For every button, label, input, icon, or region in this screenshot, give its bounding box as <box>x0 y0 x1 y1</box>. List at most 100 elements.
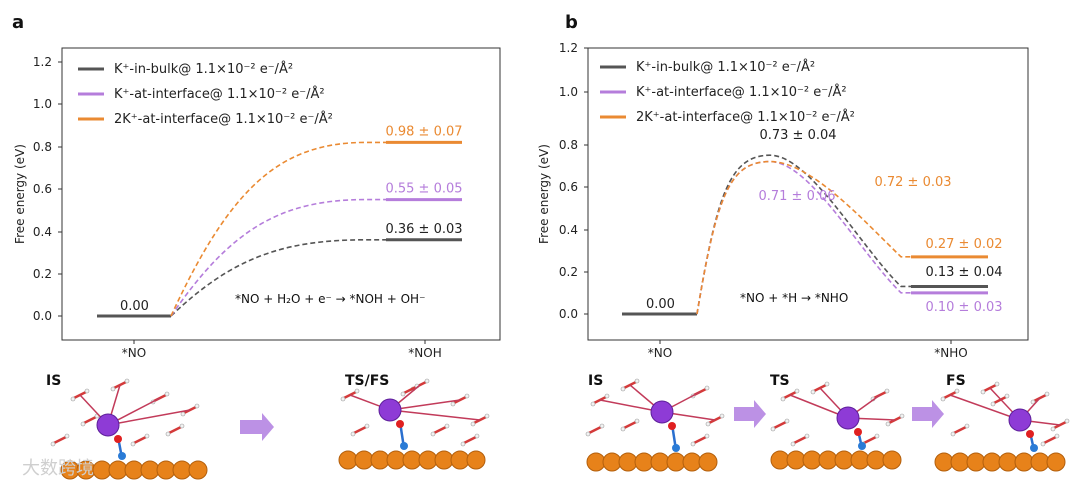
k-o-bond <box>389 399 461 411</box>
water-molecule <box>168 425 182 435</box>
series-curve <box>696 160 911 315</box>
cu-atom <box>338 450 358 470</box>
water-molecule <box>693 435 707 445</box>
k-ion <box>378 398 402 422</box>
panel-a-equation: *NO + H₂O + e⁻ → *NOH + OH⁻ <box>235 292 425 306</box>
water-molecule <box>993 395 1007 405</box>
h-atom <box>804 433 810 439</box>
h-atom <box>620 426 626 432</box>
h-atom <box>350 431 356 437</box>
panel-b-legend: K⁺-in-bulk@ 1.1×10⁻² e⁻/Å² K⁺-at-interfa… <box>600 59 855 125</box>
h-atom <box>690 441 696 447</box>
cu-atom <box>634 452 654 472</box>
panel-b-yticks: 0.0 0.2 0.4 0.6 0.8 1.0 1.2 <box>559 41 588 321</box>
h-atom <box>484 413 490 419</box>
cu-atom <box>786 450 806 470</box>
cu-atom <box>140 460 160 480</box>
panel-b-label: b <box>565 12 578 33</box>
panel-b-marks: 0.73 ± 0.04 0.71 ± 0.06 0.72 ± 0.03 0.27 ± … <box>622 128 1003 316</box>
k-ion <box>836 406 860 430</box>
h-atom <box>899 413 905 419</box>
h-atom <box>1050 426 1056 432</box>
h-atom <box>990 401 996 407</box>
series-curve <box>170 238 386 317</box>
h-atom <box>874 433 880 439</box>
y-tick: 1.0 <box>559 85 578 99</box>
cu-atom <box>934 452 954 472</box>
h-atom <box>1004 393 1010 399</box>
structure-label-ts-b: TS <box>770 373 790 389</box>
panel-a-axes <box>61 47 501 341</box>
value-label: 0.55 ± 0.05 <box>385 182 462 197</box>
h-atom <box>770 426 776 432</box>
value-label: 0.27 ± 0.02 <box>925 237 1002 252</box>
y-tick: 1.2 <box>33 55 52 69</box>
water-molecule <box>953 425 967 435</box>
series-curve <box>170 141 386 317</box>
o-atom <box>114 435 122 443</box>
cu-atom <box>354 450 374 470</box>
cu-atom <box>850 450 870 470</box>
cu-atom <box>188 460 208 480</box>
panel-b-equation: *NO + *H → *NHO <box>740 291 848 305</box>
cu-atom <box>172 460 192 480</box>
cu-atom <box>666 452 686 472</box>
h-atom <box>1040 441 1046 447</box>
value-label: 0.36 ± 0.03 <box>385 222 462 237</box>
cu-atom <box>1014 452 1034 472</box>
h-atom <box>400 391 406 397</box>
legend-label-interface: K⁺-at-interface@ 1.1×10⁻² e⁻/Å² <box>636 84 847 100</box>
y-tick: 0.4 <box>559 223 578 237</box>
h-atom <box>954 388 960 394</box>
cu-atom <box>124 460 144 480</box>
h-atom <box>424 378 430 384</box>
h-atom <box>634 378 640 384</box>
watermark: 大数跨境 <box>22 458 94 479</box>
h-atom <box>705 421 711 427</box>
h-atom <box>590 401 596 407</box>
value-label: 0.72 ± 0.03 <box>874 175 951 190</box>
y-tick: 0.6 <box>559 180 578 194</box>
h-atom <box>885 421 891 427</box>
k-ion <box>1008 408 1032 432</box>
water-molecule <box>53 435 67 445</box>
h-atom <box>340 396 346 402</box>
arrow-icon <box>734 400 766 428</box>
h-atom <box>460 441 466 447</box>
h-atom <box>464 393 470 399</box>
cu-atom <box>802 450 822 470</box>
legend-label-2k-interface: 2K⁺-at-interface@ 1.1×10⁻² e⁻/Å² <box>636 109 855 125</box>
water-molecule <box>463 435 477 445</box>
h-atom <box>144 433 150 439</box>
value-label: 0.13 ± 0.04 <box>925 265 1002 280</box>
h-atom <box>430 431 436 437</box>
cu-atom <box>418 450 438 470</box>
h-atom <box>364 423 370 429</box>
n-atom <box>118 452 126 460</box>
cu-atom <box>602 452 622 472</box>
water-molecule <box>133 435 147 445</box>
y-tick: 0.2 <box>33 267 52 281</box>
h-atom <box>784 418 790 424</box>
cu-atom <box>1046 452 1066 472</box>
panel-a-label: a <box>12 12 24 33</box>
cu-atom <box>770 450 790 470</box>
cu-atom <box>92 460 112 480</box>
water-molecule <box>83 415 97 425</box>
cu-atom <box>966 452 986 472</box>
panel-a-xtick-end: *NOH <box>408 346 441 360</box>
y-tick: 0.2 <box>559 265 578 279</box>
cu-atom <box>698 452 718 472</box>
water-molecule <box>588 425 602 435</box>
y-tick: 0.4 <box>33 225 52 239</box>
panel-a-marks: 0.36 ± 0.03 0.55 ± 0.05 0.98 ± 0.07 <box>97 124 463 318</box>
k-o-bond <box>389 409 481 421</box>
h-atom <box>964 423 970 429</box>
structure-strip: IS TS/FS IS TS FS <box>46 373 1070 480</box>
cu-atom <box>682 452 702 472</box>
structure-label-tsfs-a: TS/FS <box>345 373 389 389</box>
value-label: 0.71 ± 0.06 <box>758 189 835 204</box>
y-tick: 1.0 <box>33 97 52 111</box>
cu-atom <box>834 450 854 470</box>
